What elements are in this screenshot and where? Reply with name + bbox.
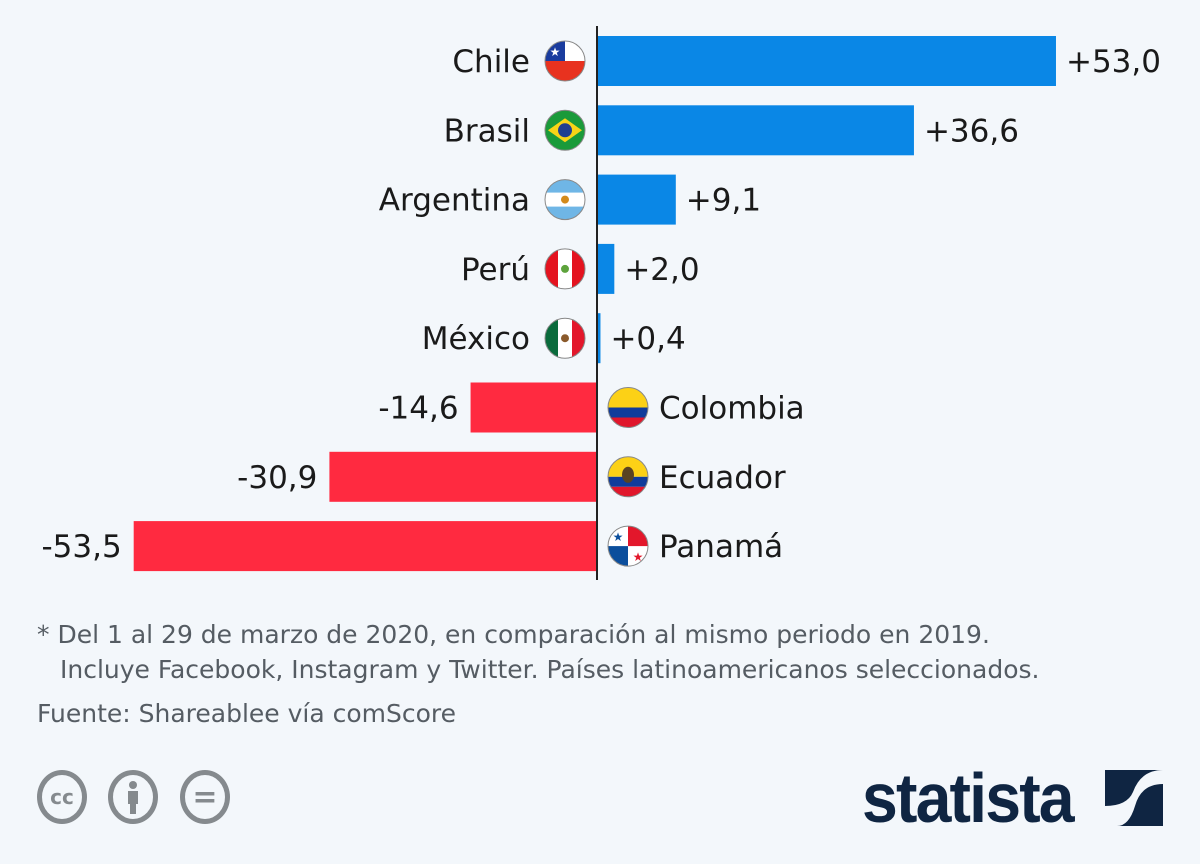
- cc-license-icon[interactable]: cc: [37, 770, 87, 824]
- bar-panamá: [133, 521, 597, 572]
- category-label: Perú: [461, 252, 530, 288]
- svg-text:★: ★: [613, 530, 624, 544]
- bar-perú: [597, 243, 615, 294]
- footnote-line-1: * Del 1 al 29 de marzo de 2020, en compa…: [37, 620, 990, 649]
- statista-logo-mark-icon: [1105, 770, 1163, 826]
- value-label: +36,6: [924, 113, 1019, 149]
- svg-text:★: ★: [633, 550, 644, 564]
- bar-colombia: [470, 382, 597, 433]
- category-label: Argentina: [379, 183, 530, 219]
- no-derivatives-icon[interactable]: =: [180, 770, 230, 824]
- flag-peru-icon: [544, 248, 586, 290]
- category-label: Panamá: [659, 529, 783, 565]
- flag-panama-icon: ★★: [607, 525, 649, 567]
- value-label: -53,5: [41, 529, 121, 565]
- bar-brasil: [597, 105, 914, 156]
- bar-chart: +53,0 ★ Chile +36,6 Brasil +9,1 Argentina +2,0 P…: [41, 26, 1161, 580]
- flag-colombia-icon: [607, 387, 649, 428]
- bar-argentina: [597, 174, 676, 225]
- category-label: Colombia: [659, 391, 805, 427]
- cc-text: cc: [50, 785, 74, 809]
- value-label: -14,6: [378, 391, 458, 427]
- category-label: Chile: [452, 44, 530, 80]
- bar-ecuador: [329, 451, 597, 502]
- value-label: +53,0: [1066, 44, 1161, 80]
- svg-text:★: ★: [550, 45, 561, 59]
- category-label: México: [422, 321, 530, 357]
- value-label: +9,1: [686, 183, 761, 219]
- flag-mexico-icon: [544, 317, 586, 359]
- flag-ecuador-icon: [607, 456, 649, 498]
- value-label: +0,4: [610, 321, 685, 357]
- value-label: -30,9: [237, 460, 317, 496]
- attribution-icon[interactable]: [108, 770, 158, 824]
- category-label: Ecuador: [659, 460, 786, 496]
- category-label: Brasil: [444, 113, 530, 149]
- flag-brazil-icon: [544, 109, 586, 151]
- source-text: Fuente: Shareablee vía comScore: [37, 699, 457, 728]
- flag-argentina-icon: [544, 179, 586, 221]
- flag-chile-icon: ★: [544, 40, 586, 82]
- footnote-line-2: Incluye Facebook, Instagram y Twitter. P…: [60, 655, 1040, 684]
- bar-méxico: [597, 313, 601, 364]
- statista-logo[interactable]: statista: [862, 759, 1075, 837]
- person-icon: [128, 781, 138, 814]
- value-label: +2,0: [624, 252, 699, 288]
- bar-chile: [597, 36, 1056, 86]
- equals-text: =: [192, 779, 218, 815]
